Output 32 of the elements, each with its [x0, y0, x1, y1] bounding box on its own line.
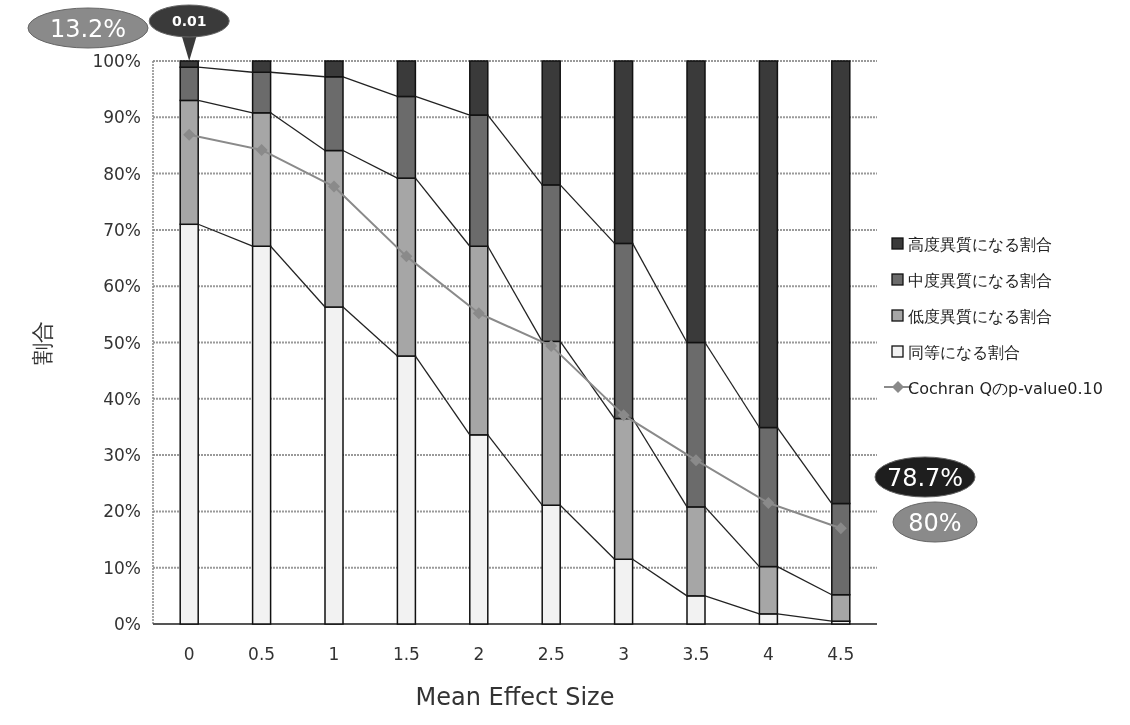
x-tick-label: 0 — [183, 644, 195, 664]
annotation: 0.01 — [171, 13, 207, 30]
y-tick-label: 50% — [103, 332, 141, 353]
y-tick-label: 40% — [103, 388, 141, 409]
y-axis-title: 割合 — [30, 320, 55, 365]
text: 78.7% — [886, 463, 964, 492]
x-tick-label: 2.5 — [537, 644, 565, 664]
y-tick-label: 90% — [103, 107, 141, 128]
legend-label: Cochran Qのp-value0.10 — [908, 378, 1104, 400]
x-tick-label: 0.5 — [248, 644, 276, 664]
x-tick-label: 2 — [473, 644, 485, 664]
y-tick-label: 60% — [103, 276, 141, 297]
y-tick-label: 20% — [103, 501, 141, 522]
legend-label: 同等になる割合 — [908, 342, 1021, 364]
x-tick-label: 1.5 — [392, 644, 420, 664]
legend-label: 低度異質になる割合 — [908, 306, 1053, 328]
y-tick-label: 70% — [103, 219, 141, 240]
text: 80% — [908, 508, 962, 537]
y-tick-label: 0% — [114, 614, 141, 634]
x-tick-label: 3.5 — [682, 644, 710, 664]
x-tick-label: 4.5 — [827, 644, 855, 664]
y-tick-label: 80% — [103, 163, 141, 184]
text: 13.2% — [49, 14, 127, 43]
y-tick-label: 30% — [103, 445, 141, 466]
y-tick-label: 10% — [103, 557, 141, 578]
x-tick-label: 3 — [618, 644, 630, 664]
x-tick-label: 1 — [328, 644, 340, 664]
legend-label: 中度異質になる割合 — [908, 270, 1053, 292]
x-tick-label: 4 — [762, 644, 774, 664]
y-tick-label: 100% — [92, 51, 141, 71]
x-axis-title: Mean Effect Size — [415, 683, 615, 711]
legend-label: 高度異質になる割合 — [908, 234, 1053, 256]
